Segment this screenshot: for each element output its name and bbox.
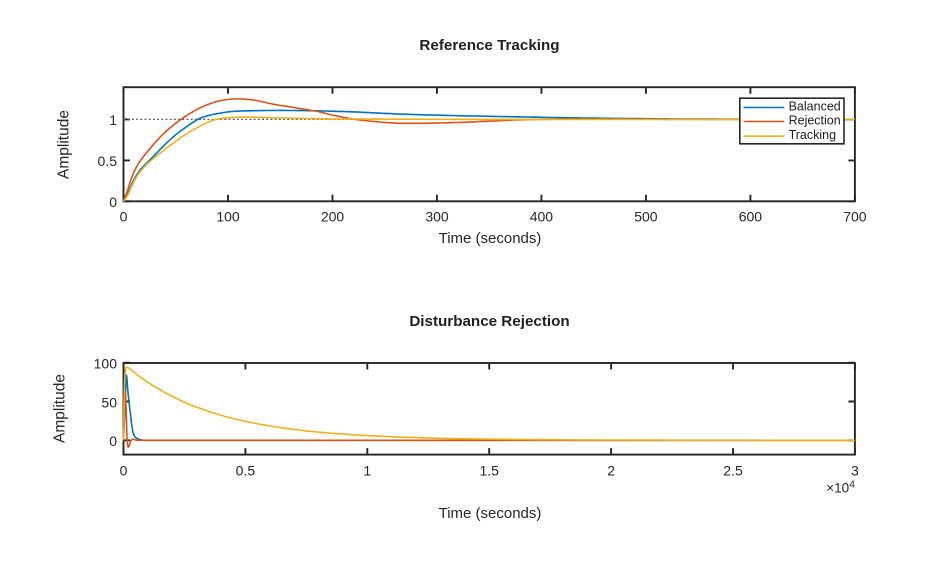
svg-text:Balanced: Balanced: [789, 100, 841, 114]
svg-text:0.5: 0.5: [236, 463, 256, 479]
svg-text:1: 1: [363, 463, 371, 479]
svg-text:600: 600: [739, 209, 763, 225]
svg-text:2.5: 2.5: [723, 463, 743, 479]
svg-text:Tracking: Tracking: [789, 128, 837, 142]
svg-text:0: 0: [109, 194, 117, 210]
svg-text:400: 400: [530, 209, 554, 225]
svg-text:Reference Tracking: Reference Tracking: [419, 37, 559, 54]
svg-text:1: 1: [109, 112, 117, 128]
svg-text:Amplitude: Amplitude: [51, 374, 68, 443]
svg-text:300: 300: [425, 209, 449, 225]
svg-text:×104: ×104: [826, 479, 855, 496]
svg-text:0.5: 0.5: [98, 153, 118, 169]
svg-text:0: 0: [120, 463, 128, 479]
svg-text:0: 0: [109, 433, 117, 449]
svg-text:3: 3: [851, 463, 859, 479]
svg-text:100: 100: [216, 209, 240, 225]
svg-text:1.5: 1.5: [479, 463, 499, 479]
svg-text:200: 200: [321, 209, 345, 225]
svg-text:Time (seconds): Time (seconds): [439, 505, 542, 522]
svg-text:Disturbance Rejection: Disturbance Rejection: [409, 313, 569, 330]
svg-text:Amplitude: Amplitude: [56, 110, 73, 179]
svg-text:500: 500: [634, 209, 658, 225]
svg-text:700: 700: [843, 209, 867, 225]
svg-text:2: 2: [607, 463, 615, 479]
svg-text:Rejection: Rejection: [789, 114, 841, 128]
svg-text:Time (seconds): Time (seconds): [439, 230, 542, 247]
svg-text:100: 100: [94, 356, 118, 372]
svg-text:50: 50: [101, 394, 117, 410]
svg-text:0: 0: [120, 209, 128, 225]
